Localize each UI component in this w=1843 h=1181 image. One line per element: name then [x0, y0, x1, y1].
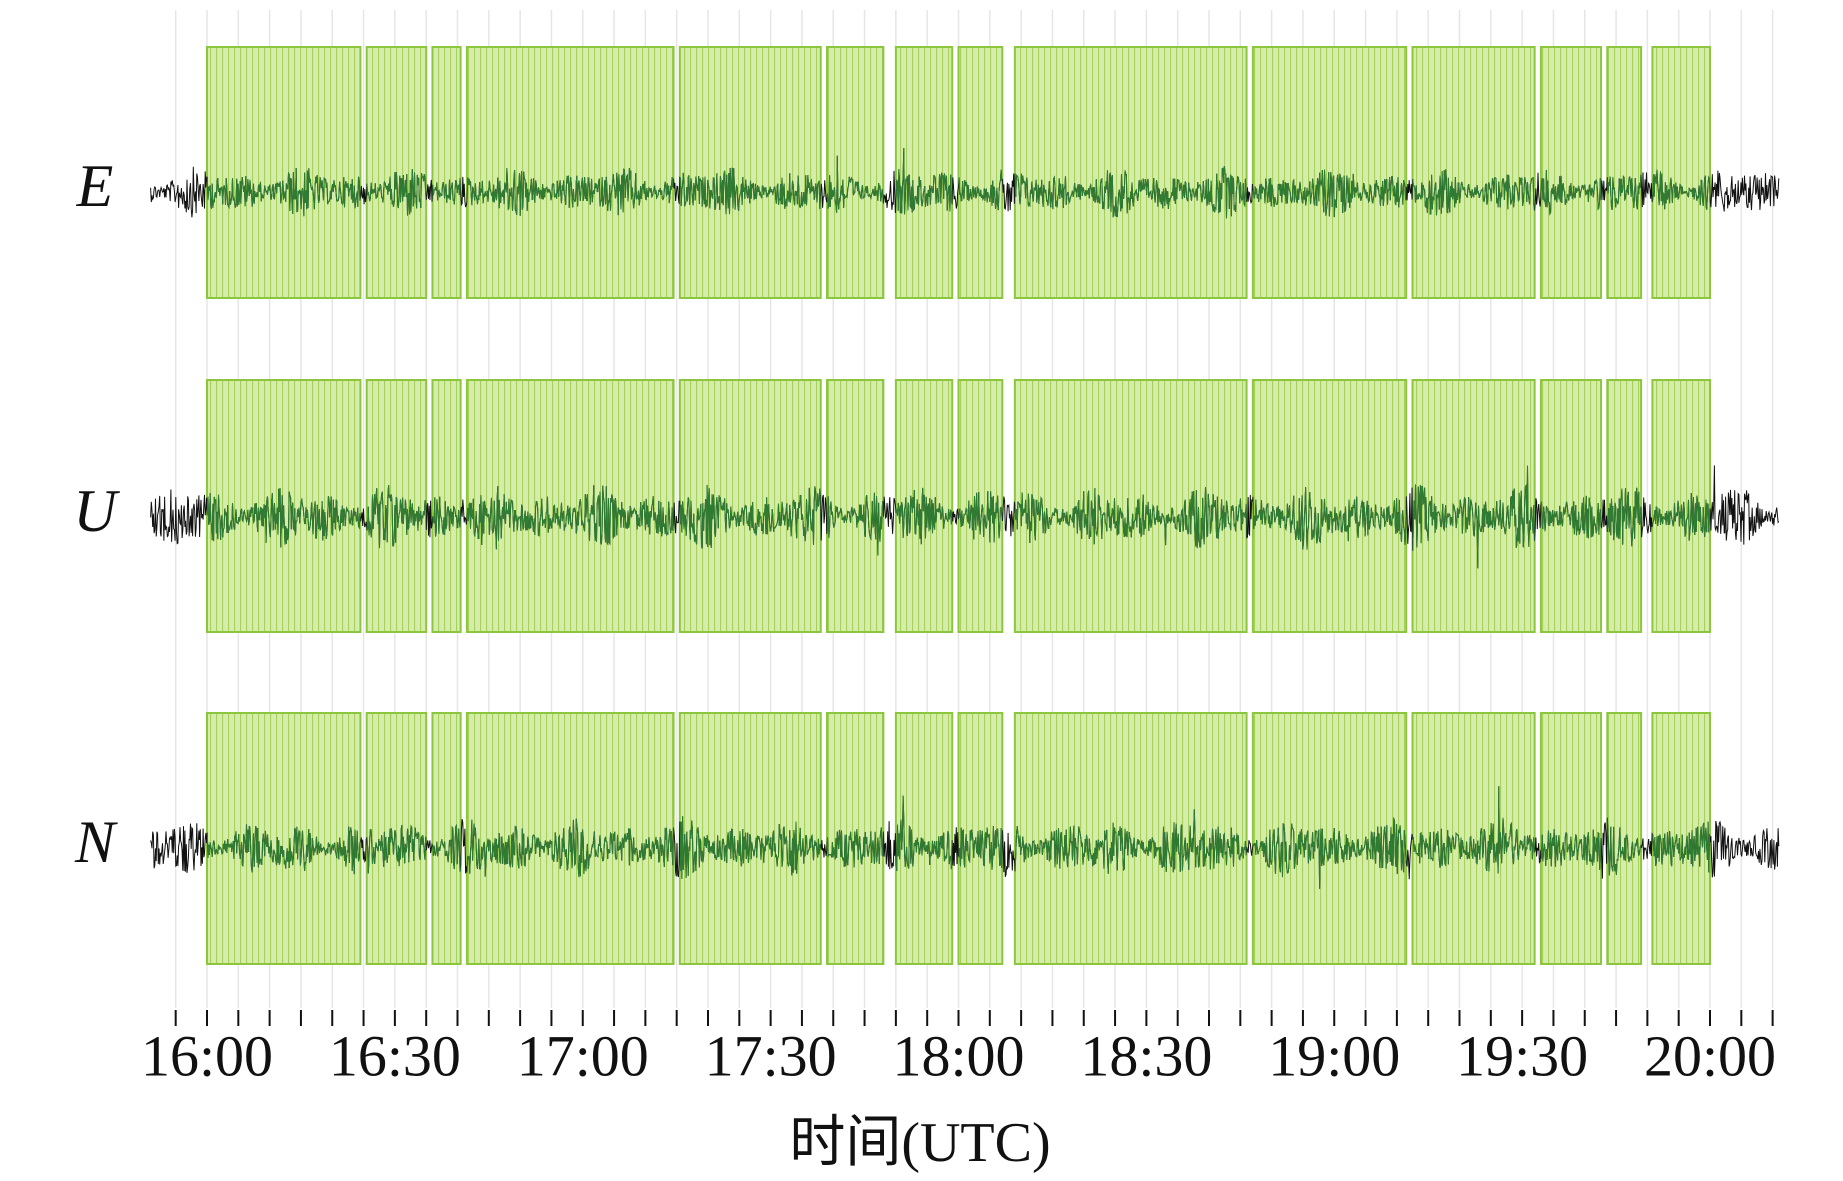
x-tick-label: 16:30	[329, 1023, 461, 1088]
window-box	[1411, 46, 1536, 299]
window-box	[465, 46, 675, 299]
window-box	[431, 46, 462, 299]
x-tick-label: 18:30	[1080, 1023, 1212, 1088]
window-box	[678, 46, 822, 299]
window-box	[1251, 379, 1408, 633]
x-tick-label: 19:00	[1268, 1023, 1400, 1088]
waveform-windowed	[207, 465, 1711, 569]
window-box	[206, 712, 362, 965]
window-box	[365, 46, 428, 299]
x-tick-label: 19:30	[1456, 1023, 1588, 1088]
channel-label: N	[74, 809, 118, 875]
channel-label: E	[76, 153, 114, 219]
x-tick-label: 20:00	[1644, 1023, 1776, 1088]
x-tick-label: 17:30	[705, 1023, 837, 1088]
window-box	[1411, 712, 1536, 965]
channel-label: U	[73, 478, 120, 544]
window-box	[365, 712, 428, 965]
x-tick-label: 16:00	[141, 1023, 273, 1088]
window-box	[957, 379, 1004, 633]
window-box	[1251, 46, 1408, 299]
x-axis-label: 时间(UTC)	[789, 1112, 1050, 1174]
window-box	[825, 46, 885, 299]
x-tick-label: 17:00	[517, 1023, 649, 1088]
window-box	[1651, 46, 1712, 299]
window-box	[1606, 712, 1643, 965]
window-box	[894, 712, 954, 965]
window-box	[1539, 379, 1603, 633]
window-box	[1606, 46, 1643, 299]
window-box	[957, 46, 1004, 299]
window-box	[1013, 46, 1248, 299]
window-box	[431, 712, 462, 965]
window-box	[465, 379, 675, 633]
waveform-windowed	[207, 147, 1711, 219]
waveform-windowed	[207, 786, 1711, 889]
window-box	[206, 46, 362, 299]
window-box	[894, 46, 954, 299]
x-tick-label: 18:00	[892, 1023, 1024, 1088]
window-box	[1539, 46, 1603, 299]
